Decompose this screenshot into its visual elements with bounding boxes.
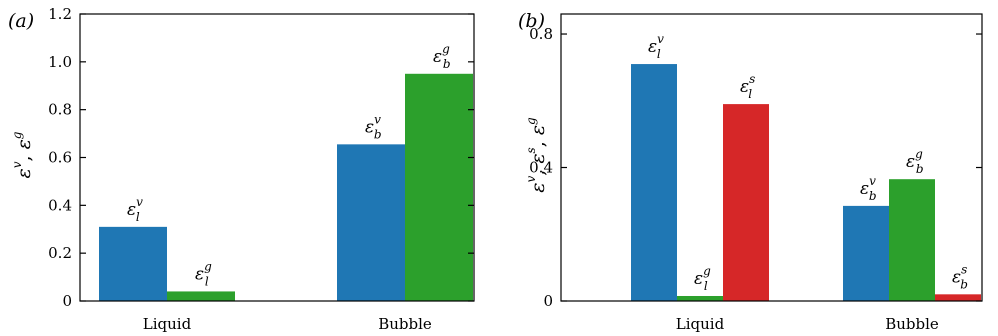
- bar-bubble-series-1: [337, 144, 405, 301]
- x-tick-label-liquid: Liquid: [143, 315, 192, 333]
- bar-bubble-series-1: [843, 205, 889, 301]
- y-tick-label: 0.2: [48, 244, 72, 262]
- bar-label-bubble-series-2: εg b: [906, 147, 924, 176]
- bar-bubble-series-2: [405, 73, 473, 302]
- y-axis-label: εv, εg: [10, 131, 35, 178]
- y-axis-label: εv, εs, εg: [524, 117, 549, 193]
- bar-liquid-series-1: [631, 64, 677, 301]
- bar-label-bubble-series-2: εg b: [433, 42, 451, 71]
- bar-bubble-series-2: [889, 179, 935, 301]
- y-tick-label: 1.0: [48, 53, 72, 71]
- x-tick-label-bubble: Bubble: [885, 315, 939, 333]
- bar-label-liquid-series-2: εg l: [694, 264, 711, 293]
- y-tick-label: 0: [543, 292, 553, 310]
- y-tick-label: 0.4: [48, 196, 72, 214]
- panel-a: εv l εv b εg l εg b 0 0.2 0.4 0.6 0.8 1.0 1.2 Liquid Bub…: [8, 5, 475, 333]
- panel-label: (a): [8, 10, 34, 32]
- y-tick-label: 0: [62, 292, 72, 310]
- bar-label-bubble-series-1: εv b: [365, 112, 382, 141]
- y-tick-label: 0.8: [529, 25, 553, 43]
- axes-frame: [560, 13, 983, 302]
- bar-liquid-series-1: [99, 226, 167, 301]
- y-tick-label: 0.6: [48, 149, 72, 167]
- bar-label-liquid-series-2: εg l: [195, 259, 212, 288]
- bar-label-liquid-series-1: εv l: [127, 195, 143, 224]
- x-tick-label-liquid: Liquid: [676, 315, 725, 333]
- y-tick-label: 0.8: [48, 101, 72, 119]
- panel-b: εv l εv b εg l εg b εs l εs b 0 0.4 0.8 Liquid Bubble (b)…: [518, 10, 983, 333]
- bar-label-liquid-series-3: εs l: [740, 72, 755, 101]
- bar-label-bubble-series-1: εv b: [860, 174, 877, 203]
- y-tick-label: 0.4: [529, 159, 553, 177]
- bar-label-liquid-series-1: εv l: [648, 32, 664, 61]
- x-tick-label-bubble: Bubble: [378, 315, 432, 333]
- bar-bubble-series-3: [935, 294, 981, 301]
- bar-label-bubble-series-3: εs b: [952, 262, 968, 291]
- panel-label: (b): [518, 10, 545, 32]
- bar-liquid-series-2: [167, 291, 235, 301]
- y-tick-label: 1.2: [48, 5, 72, 23]
- bar-liquid-series-2: [677, 295, 723, 301]
- bar-liquid-series-3: [723, 104, 769, 302]
